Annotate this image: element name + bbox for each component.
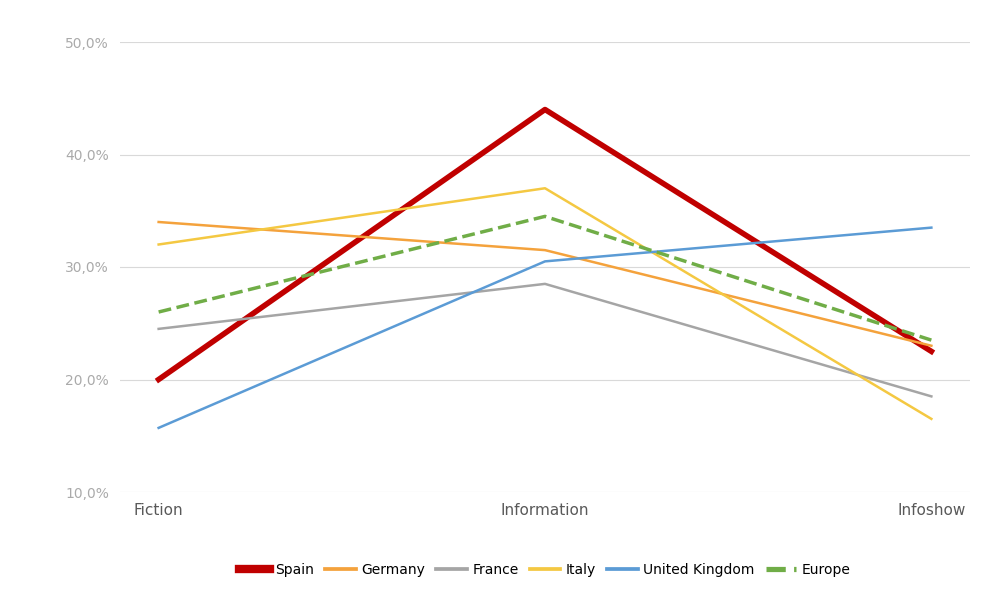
United Kingdom bbox=[153, 424, 165, 431]
Europe bbox=[925, 337, 937, 344]
Legend: Spain, Germany, France, Italy, United Kingdom, Europe: Spain, Germany, France, Italy, United Ki… bbox=[234, 557, 856, 583]
Line: Germany: Germany bbox=[159, 222, 931, 346]
Spain bbox=[153, 376, 165, 383]
Italy bbox=[539, 185, 551, 192]
United Kingdom bbox=[539, 258, 551, 265]
Europe bbox=[539, 213, 551, 220]
United Kingdom bbox=[925, 224, 937, 231]
Europe bbox=[153, 308, 165, 316]
Italy bbox=[925, 415, 937, 422]
France bbox=[539, 280, 551, 287]
France bbox=[925, 393, 937, 400]
France bbox=[153, 325, 165, 332]
Spain bbox=[925, 348, 937, 355]
Italy bbox=[153, 241, 165, 248]
Line: Europe: Europe bbox=[159, 217, 931, 340]
Spain bbox=[539, 106, 551, 113]
Line: France: France bbox=[159, 284, 931, 397]
Germany bbox=[153, 218, 165, 226]
Line: Spain: Spain bbox=[159, 109, 931, 379]
Germany bbox=[925, 342, 937, 349]
Line: Italy: Italy bbox=[159, 188, 931, 419]
Line: United Kingdom: United Kingdom bbox=[159, 227, 931, 428]
Germany bbox=[539, 247, 551, 254]
